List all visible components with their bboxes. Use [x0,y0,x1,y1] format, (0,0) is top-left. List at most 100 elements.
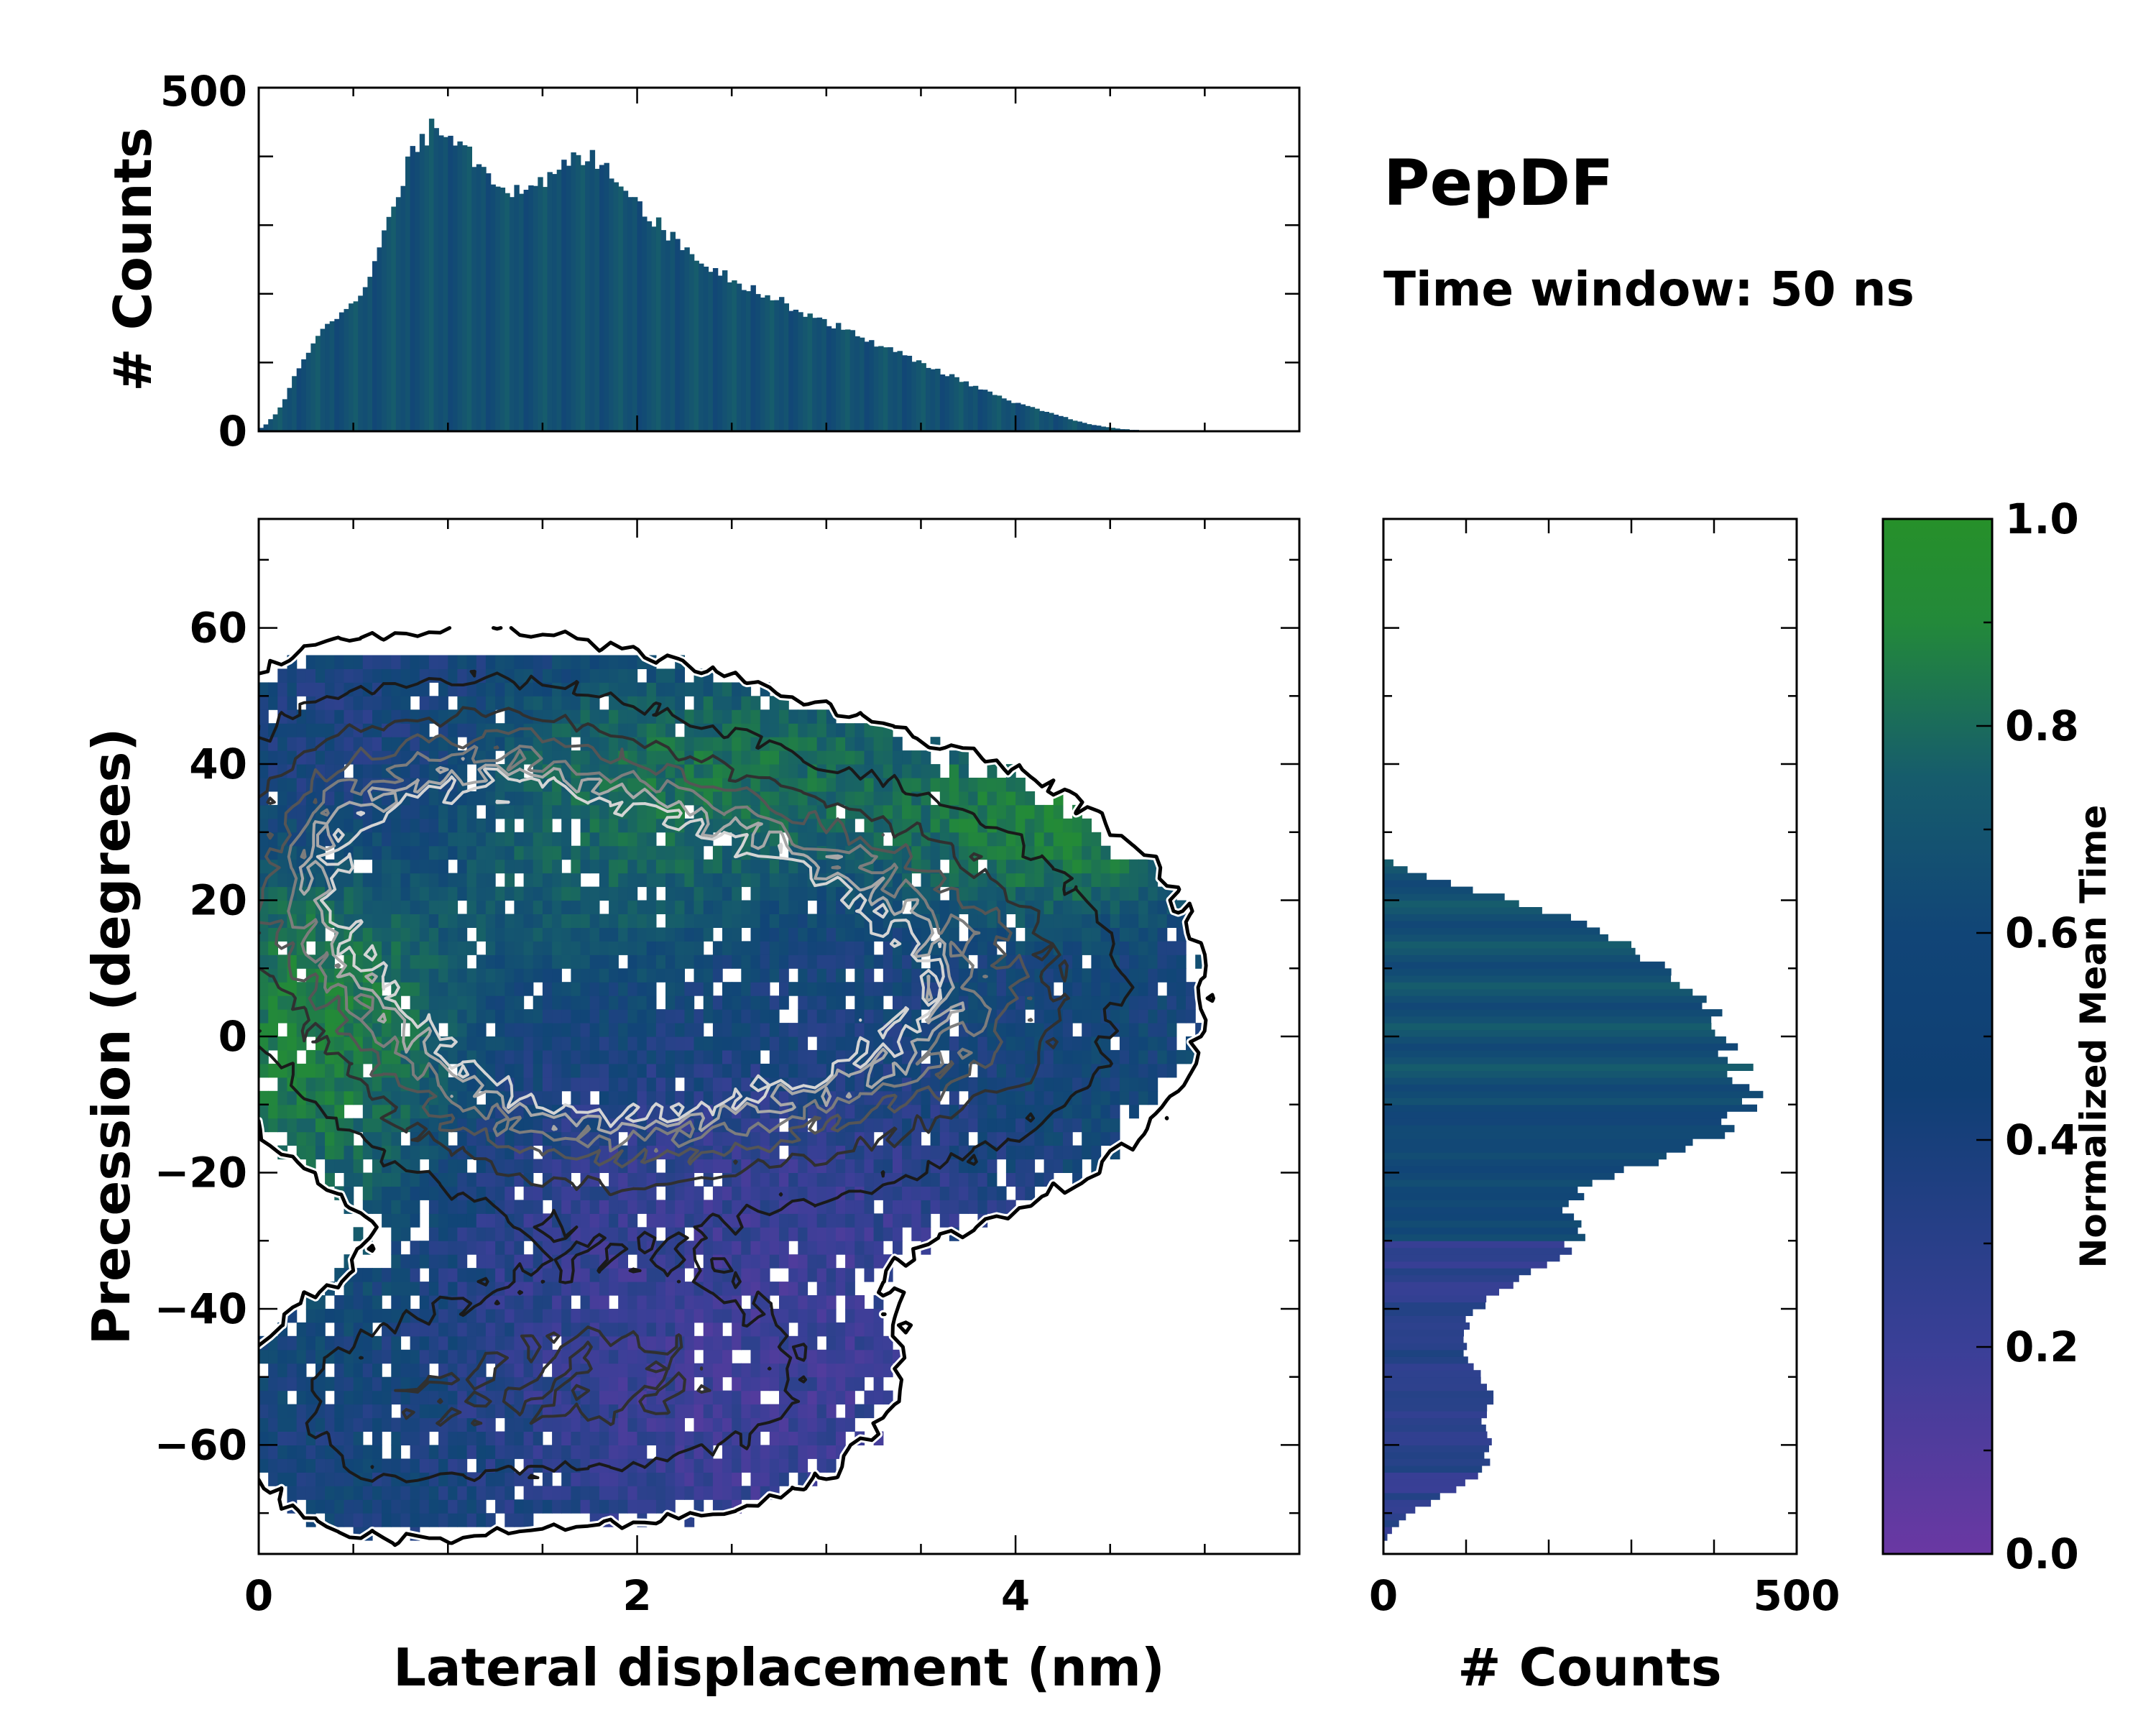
heatmap-cell [362,1335,373,1351]
top-histogram-bar [921,363,926,431]
heatmap-cell [854,968,865,983]
heatmap-cell [703,1349,714,1364]
heatmap-cell [722,1363,732,1378]
heatmap-cell [505,1009,515,1024]
heatmap-cell [561,1049,571,1064]
heatmap-cell [372,655,382,669]
heatmap-cell [1025,1049,1036,1064]
heatmap-cell [1082,1009,1092,1024]
heatmap-cell [883,982,893,996]
heatmap-cell [646,968,657,983]
heatmap-cell [996,1186,1007,1200]
heatmap-cell [1166,914,1177,928]
heatmap-cell [694,1431,704,1445]
heatmap-cell [807,1213,818,1228]
heatmap-cell [485,1322,496,1337]
heatmap-cell [655,1036,666,1051]
heatmap-cell [268,982,278,996]
heatmap-cell [315,1322,326,1337]
heatmap-cell [1091,982,1102,996]
heatmap-cell [1053,1131,1064,1146]
heatmap-cell [400,1322,411,1337]
heatmap-cell [618,1472,628,1486]
heatmap-cell [760,1445,770,1459]
heatmap-cell [523,1404,534,1419]
heatmap-cell [542,1472,553,1486]
heatmap-cell [599,1145,609,1160]
heatmap-cell [741,1077,752,1092]
heatmap-cell [655,1417,666,1432]
heatmap-cell [571,750,581,765]
heatmap-cell [305,709,316,724]
top-histogram-bar [476,164,482,431]
heatmap-cell [826,1376,837,1392]
heatmap-cell [410,818,420,833]
heatmap-cell [1072,1104,1082,1119]
heatmap-cell [618,1322,628,1337]
heatmap-cell [448,804,459,819]
heatmap-cell [798,1390,808,1405]
heatmap-cell [618,655,628,669]
heatmap-cell [419,886,430,901]
heatmap-cell [268,1445,278,1459]
heatmap-cell [722,914,732,928]
heatmap-cell [741,1036,752,1051]
heatmap-cell [732,900,742,914]
heatmap-cell [807,750,818,765]
heatmap-cell [277,668,288,683]
heatmap-cell [410,1049,420,1064]
heatmap-cell [779,873,789,888]
heatmap-cell [476,1049,487,1064]
right-histogram-bar [1383,1376,1481,1384]
heatmap-cell [523,1213,534,1228]
heatmap-cell [325,1486,335,1500]
heatmap-cell [609,1431,619,1445]
heatmap-cell [571,1145,581,1160]
heatmap-cell [448,1335,459,1351]
heatmap-cell [485,1404,496,1419]
heatmap-cell [854,927,865,942]
heatmap-cell [476,1009,487,1024]
heatmap-cell [514,1349,525,1364]
heatmap-cell [334,886,345,901]
heatmap-cell [428,1254,439,1269]
heatmap-cell [646,1090,657,1105]
heatmap-cell [580,1009,591,1024]
top-histogram-bar [325,323,331,431]
heatmap-cell [760,764,770,778]
heatmap-cell [505,1254,515,1269]
heatmap-cell [675,954,685,969]
heatmap-cell [873,954,884,969]
heatmap-cell [703,1254,714,1269]
heatmap-cell [826,1417,837,1432]
heatmap-cell [712,1486,723,1500]
heatmap-cell [694,1486,704,1500]
heatmap-cell [382,1213,392,1228]
heatmap-cell [533,914,543,928]
right-histogram-bar [1383,1356,1468,1364]
heatmap-cell [779,1063,789,1078]
heatmap-cell [609,1486,619,1500]
heatmap-cell [1062,818,1073,833]
heatmap-cell [353,1227,364,1241]
heatmap-cell [703,1077,714,1092]
top-histogram-bar [481,167,487,431]
heatmap-cell [305,1458,316,1473]
heatmap-cell [921,1023,931,1037]
heatmap-cell [428,818,439,833]
heatmap-cell [732,1322,742,1337]
heatmap-cell [325,750,335,765]
heatmap-cell [760,873,770,888]
heatmap-cell [1138,1023,1148,1037]
heatmap-cell [505,1431,515,1445]
heatmap-cell [788,1036,798,1051]
heatmap-cell [637,914,648,928]
heatmap-cell [428,1036,439,1051]
top-histogram-bar [732,280,737,431]
heatmap-cell [609,1063,619,1078]
heatmap-cell [476,968,487,983]
heatmap-cell [609,1282,619,1296]
heatmap-cell [1044,873,1054,888]
heatmap-cell [712,1077,723,1092]
heatmap-cell [344,873,354,888]
